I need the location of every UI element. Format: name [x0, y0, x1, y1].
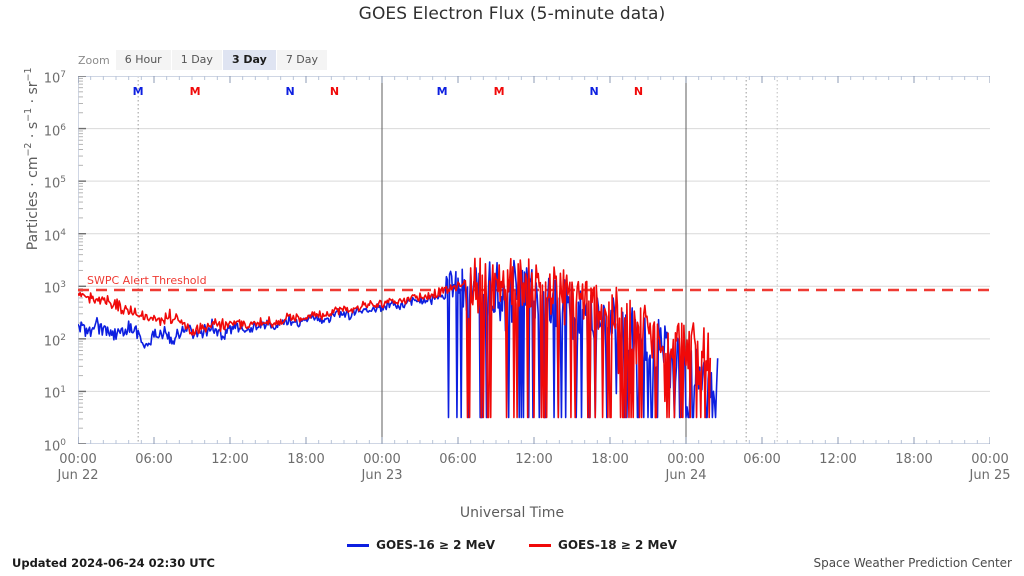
- y-axis-tick-label: 103: [43, 280, 66, 297]
- plot-svg: SWPC Alert Threshold: [78, 76, 990, 444]
- x-axis-tick-label: 18:00: [271, 452, 341, 468]
- page-title: GOES Electron Flux (5-minute data): [358, 4, 666, 24]
- event-marker-n: N: [329, 85, 340, 98]
- legend-label-goes16: GOES-16 ≥ 2 MeV: [376, 538, 495, 552]
- x-tick-time: 06:00: [743, 452, 781, 467]
- zoom-option-3-day[interactable]: 3 Day: [222, 50, 277, 70]
- x-tick-time: 18:00: [591, 452, 629, 467]
- zoom-range-selector: Zoom 6 Hour 1 Day 3 Day 7 Day: [78, 50, 329, 70]
- y-axis-tick-label: 102: [43, 332, 66, 350]
- legend-swatch-goes18: [529, 543, 551, 547]
- y-axis-tick-label: 106: [43, 122, 66, 139]
- x-tick-time: 06:00: [439, 452, 477, 467]
- x-tick-time: 06:00: [135, 452, 173, 467]
- event-marker-n: N: [285, 85, 295, 98]
- updated-timestamp: Updated 2024-06-24 02:30 UTC: [12, 556, 215, 570]
- x-axis-tick-label: 06:00: [727, 452, 797, 468]
- x-tick-time: 12:00: [515, 452, 553, 467]
- x-axis-tick-label: 12:00: [803, 452, 873, 468]
- y-axis-tick-label: 101: [43, 385, 66, 402]
- event-marker-m: M: [493, 85, 505, 98]
- plot-area: SWPC Alert Threshold 100 101 102 103 104 105 1…: [44, 70, 1011, 483]
- zoom-option-1-day[interactable]: 1 Day: [171, 50, 223, 70]
- zoom-option-7-day[interactable]: 7 Day: [276, 50, 329, 70]
- legend: GOES-16 ≥ 2 MeV GOES-18 ≥ 2 MeV: [0, 538, 1024, 552]
- x-axis-tick-label: 00:00 Jun 23: [347, 452, 417, 484]
- x-axis-tick-label: 12:00: [499, 452, 569, 468]
- x-tick-time: 00:00: [667, 452, 705, 467]
- event-marker-m: M: [436, 85, 448, 98]
- x-tick-date: Jun 24: [665, 468, 707, 483]
- x-tick-time: 12:00: [819, 452, 857, 467]
- x-axis-tick-label: 00:00 Jun 22: [43, 452, 113, 484]
- x-axis-tick-label: 06:00: [423, 452, 493, 468]
- x-axis-tick-label: 00:00 Jun 25: [955, 452, 1024, 484]
- x-tick-time: 12:00: [211, 452, 249, 467]
- y-axis-title: Particles · cm−2 · s−1 · sr−1: [23, 67, 41, 251]
- legend-label-goes18: GOES-18 ≥ 2 MeV: [558, 538, 677, 552]
- legend-swatch-goes16: [347, 543, 370, 547]
- series-line-goes18: [78, 257, 712, 419]
- y-axis-tick-label: 104: [43, 227, 66, 245]
- event-marker-m: M: [189, 85, 201, 98]
- y-axis-tick-label: 105: [43, 175, 66, 192]
- zoom-option-6-hour[interactable]: 6 Hour: [115, 50, 172, 70]
- x-axis-tick-label: 06:00: [119, 452, 189, 468]
- x-tick-date: Jun 22: [57, 468, 99, 483]
- x-tick-time: 18:00: [287, 452, 325, 467]
- event-marker-n: N: [633, 85, 644, 98]
- x-axis-title: Universal Time: [459, 505, 565, 521]
- x-tick-date: Jun 25: [969, 468, 1011, 483]
- x-tick-time: 00:00: [59, 452, 97, 467]
- alert-threshold-label: SWPC Alert Threshold: [87, 274, 207, 287]
- x-tick-time: 18:00: [895, 452, 933, 467]
- y-axis-tick-label: 100: [43, 438, 66, 455]
- y-axis-tick-label: 107: [43, 70, 66, 87]
- x-tick-time: 00:00: [971, 452, 1009, 467]
- x-tick-date: Jun 23: [361, 468, 403, 483]
- legend-item-goes16: GOES-16 ≥ 2 MeV: [347, 538, 495, 552]
- zoom-label: Zoom: [78, 53, 110, 67]
- x-axis-tick-label: 18:00: [879, 452, 949, 468]
- event-marker-m: M: [132, 85, 144, 98]
- event-marker-n: N: [589, 85, 599, 98]
- x-tick-time: 00:00: [363, 452, 401, 467]
- source-credit: Space Weather Prediction Center: [813, 556, 1012, 570]
- x-axis-tick-label: 00:00 Jun 24: [651, 452, 721, 484]
- x-axis-tick-label: 12:00: [195, 452, 265, 468]
- legend-item-goes18: GOES-18 ≥ 2 MeV: [529, 538, 677, 552]
- x-axis-tick-label: 18:00: [575, 452, 645, 468]
